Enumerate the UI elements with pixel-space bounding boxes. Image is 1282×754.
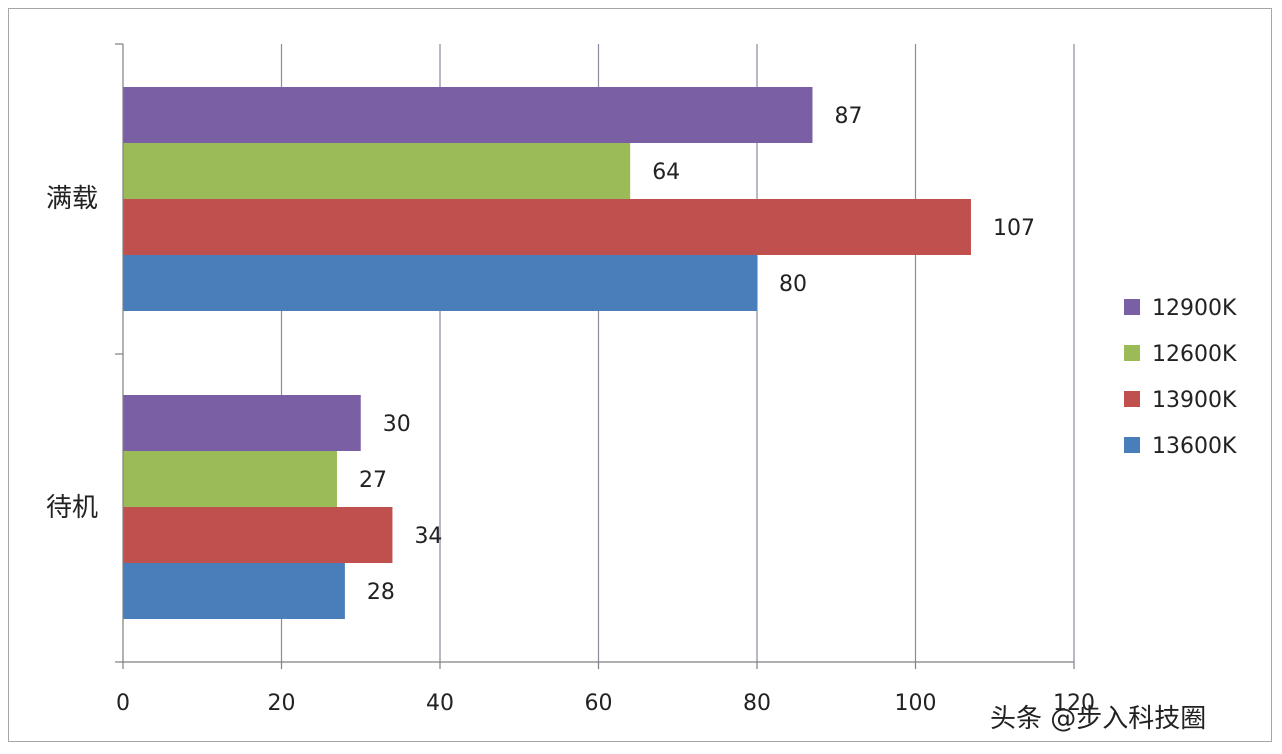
axes — [115, 43, 1075, 669]
x-tick-label-80: 80 — [743, 691, 771, 716]
category-label-0: 满载 — [46, 184, 98, 214]
data-label-13900K-1: 34 — [414, 524, 442, 549]
data-label-12900K-1: 30 — [383, 412, 411, 437]
category-label-1: 待机 — [46, 493, 98, 523]
data-label-13600K-1: 28 — [367, 580, 395, 605]
bar-12900K-1 — [123, 395, 361, 451]
bar-13600K-1 — [123, 563, 345, 619]
legend-label-13900K: 13900K — [1152, 388, 1237, 413]
data-label-12600K-1: 27 — [359, 468, 387, 493]
x-tick-label-120: 120 — [1053, 691, 1095, 716]
legend-swatch-13900K — [1124, 391, 1140, 407]
bar-13900K-1 — [123, 507, 393, 563]
data-label-12900K-0: 87 — [834, 104, 862, 129]
data-label-13900K-0: 107 — [993, 216, 1035, 241]
x-tick-label-100: 100 — [895, 691, 937, 716]
bar-12900K-0 — [123, 87, 813, 143]
legend-label-12600K: 12600K — [1152, 342, 1237, 367]
bar-13900K-0 — [123, 199, 971, 255]
bar-12600K-1 — [123, 451, 337, 507]
bar-13600K-0 — [123, 255, 757, 311]
legend-swatch-13600K — [1124, 437, 1140, 453]
x-tick-label-20: 20 — [268, 691, 296, 716]
bars — [123, 87, 971, 619]
x-tick-label-60: 60 — [585, 691, 613, 716]
legend-label-13600K: 13600K — [1152, 434, 1237, 459]
data-label-12600K-0: 64 — [652, 160, 680, 185]
bar-12600K-0 — [123, 143, 631, 199]
legend-label-12900K: 12900K — [1152, 296, 1237, 321]
data-labels: 87 64 107 80 30 27 34 28 — [359, 104, 1035, 605]
legend-swatch-12900K — [1124, 299, 1140, 315]
x-tick-label-40: 40 — [426, 691, 454, 716]
legend-swatch-12600K — [1124, 345, 1140, 361]
legend: 12900K 12600K 13900K 13600K — [1124, 296, 1237, 459]
x-tick-label-0: 0 — [116, 691, 130, 716]
watermark: 头条 @步入科技圈 — [990, 704, 1206, 734]
data-label-13600K-0: 80 — [779, 272, 807, 297]
x-tick-labels: 0 20 40 60 80 100 120 — [116, 691, 1095, 716]
